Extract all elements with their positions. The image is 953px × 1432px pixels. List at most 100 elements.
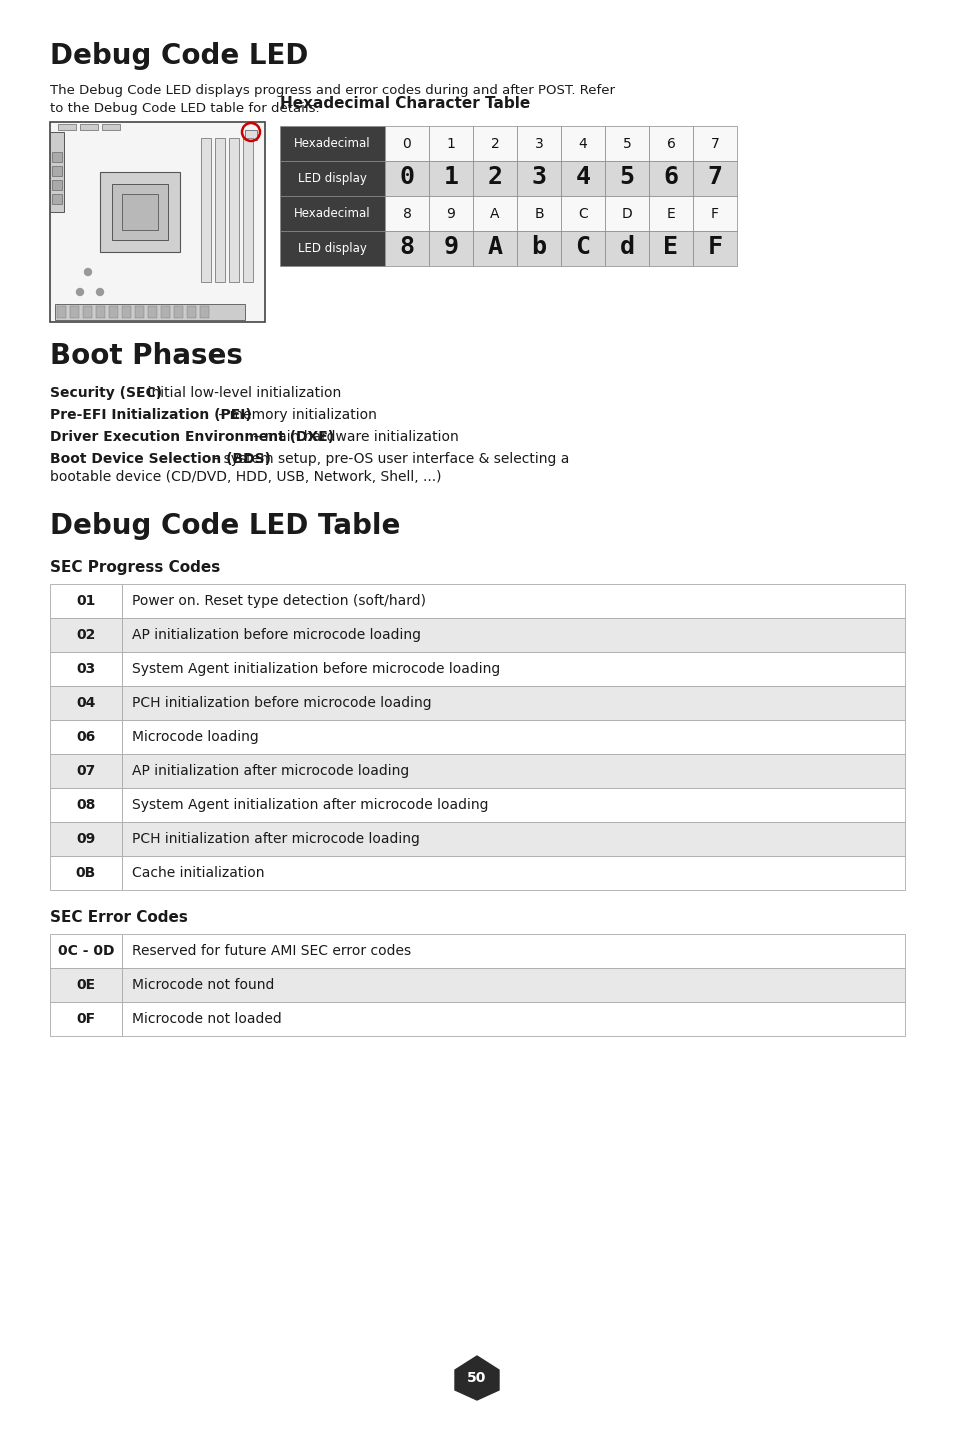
Bar [50, 822, 122, 856]
Text: A: A [490, 206, 499, 221]
Text: 02: 02 [76, 629, 95, 642]
Bar [473, 160, 517, 196]
Bar [52, 152, 62, 162]
Text: 0B: 0B [76, 866, 96, 881]
Bar [122, 193, 158, 231]
Bar [280, 160, 385, 196]
Bar [517, 160, 560, 196]
Bar [692, 231, 737, 266]
Bar [50, 652, 122, 686]
Text: 6: 6 [666, 136, 675, 150]
Text: Debug Code LED Table: Debug Code LED Table [50, 513, 400, 540]
Circle shape [85, 269, 91, 275]
Bar [604, 126, 648, 160]
Text: 09: 09 [76, 832, 95, 846]
Bar [122, 788, 904, 822]
Text: 1: 1 [446, 136, 455, 150]
Circle shape [76, 288, 84, 295]
Bar [385, 231, 429, 266]
Text: D: D [621, 206, 632, 221]
Bar [385, 196, 429, 231]
Text: C: C [575, 235, 590, 259]
Bar [517, 196, 560, 231]
Text: Reserved for future AMI SEC error codes: Reserved for future AMI SEC error codes [132, 944, 411, 958]
Text: Power on. Reset type detection (soft/hard): Power on. Reset type detection (soft/har… [132, 594, 426, 609]
Bar [648, 160, 692, 196]
Bar [50, 720, 122, 755]
Bar [473, 196, 517, 231]
Bar [96, 306, 105, 318]
Text: 5: 5 [622, 136, 631, 150]
Text: 7: 7 [710, 136, 719, 150]
Bar [122, 652, 904, 686]
Bar [604, 160, 648, 196]
Polygon shape [455, 1356, 498, 1400]
Bar [648, 231, 692, 266]
Text: Cache initialization: Cache initialization [132, 866, 264, 881]
Text: 9: 9 [443, 235, 458, 259]
Bar [429, 160, 473, 196]
Bar [243, 137, 253, 282]
Bar [280, 231, 385, 266]
Text: 5: 5 [618, 166, 634, 189]
Text: 4: 4 [578, 136, 587, 150]
Bar [100, 172, 180, 252]
Text: bootable device (CD/DVD, HDD, USB, Network, Shell, ...): bootable device (CD/DVD, HDD, USB, Netwo… [50, 470, 441, 484]
Text: AP initialization after microcode loading: AP initialization after microcode loadin… [132, 765, 409, 778]
Text: 2: 2 [490, 136, 498, 150]
Bar [692, 196, 737, 231]
Bar [560, 160, 604, 196]
Bar [385, 160, 429, 196]
Text: 04: 04 [76, 696, 95, 710]
Bar [692, 126, 737, 160]
Text: Boot Phases: Boot Phases [50, 342, 243, 369]
Bar [50, 755, 122, 788]
Text: 8: 8 [399, 235, 414, 259]
Bar [122, 584, 904, 619]
Bar [50, 934, 122, 968]
Text: 0F: 0F [76, 1012, 95, 1025]
Text: F: F [710, 206, 719, 221]
Text: Pre-EFI Initialization (PEI): Pre-EFI Initialization (PEI) [50, 408, 252, 422]
Bar [57, 306, 66, 318]
Text: LED display: LED display [297, 242, 367, 255]
Text: – main hardware initialization: – main hardware initialization [249, 430, 458, 444]
Text: 0: 0 [402, 136, 411, 150]
Text: 0C - 0D: 0C - 0D [58, 944, 114, 958]
Bar [122, 822, 904, 856]
Text: B: B [534, 206, 543, 221]
Text: PCH initialization after microcode loading: PCH initialization after microcode loadi… [132, 832, 419, 846]
Bar [112, 183, 168, 241]
Text: AP initialization before microcode loading: AP initialization before microcode loadi… [132, 629, 420, 642]
Bar [148, 306, 157, 318]
Bar [429, 196, 473, 231]
Bar [50, 1002, 122, 1035]
Text: Hexadecimal: Hexadecimal [294, 137, 371, 150]
Bar [604, 196, 648, 231]
Bar [560, 231, 604, 266]
Bar [70, 306, 79, 318]
Text: – initial low-level initialization: – initial low-level initialization [132, 387, 341, 400]
Bar [122, 934, 904, 968]
Bar [385, 126, 429, 160]
Bar [50, 856, 122, 891]
Bar [50, 686, 122, 720]
Text: 06: 06 [76, 730, 95, 745]
Bar [201, 137, 211, 282]
Text: System Agent initialization after microcode loading: System Agent initialization after microc… [132, 798, 488, 812]
Text: Driver Execution Environment (DXE): Driver Execution Environment (DXE) [50, 430, 334, 444]
Bar [52, 166, 62, 176]
Bar [517, 231, 560, 266]
Text: 4: 4 [575, 166, 590, 189]
Text: C: C [578, 206, 587, 221]
Text: Microcode loading: Microcode loading [132, 730, 258, 745]
Bar [245, 130, 256, 140]
Bar [83, 306, 91, 318]
Text: – system setup, pre-OS user interface & selecting a: – system setup, pre-OS user interface & … [208, 453, 569, 465]
Bar [50, 968, 122, 1002]
Bar [429, 231, 473, 266]
Bar [50, 788, 122, 822]
Bar [122, 755, 904, 788]
Bar [122, 306, 131, 318]
Bar [173, 306, 183, 318]
